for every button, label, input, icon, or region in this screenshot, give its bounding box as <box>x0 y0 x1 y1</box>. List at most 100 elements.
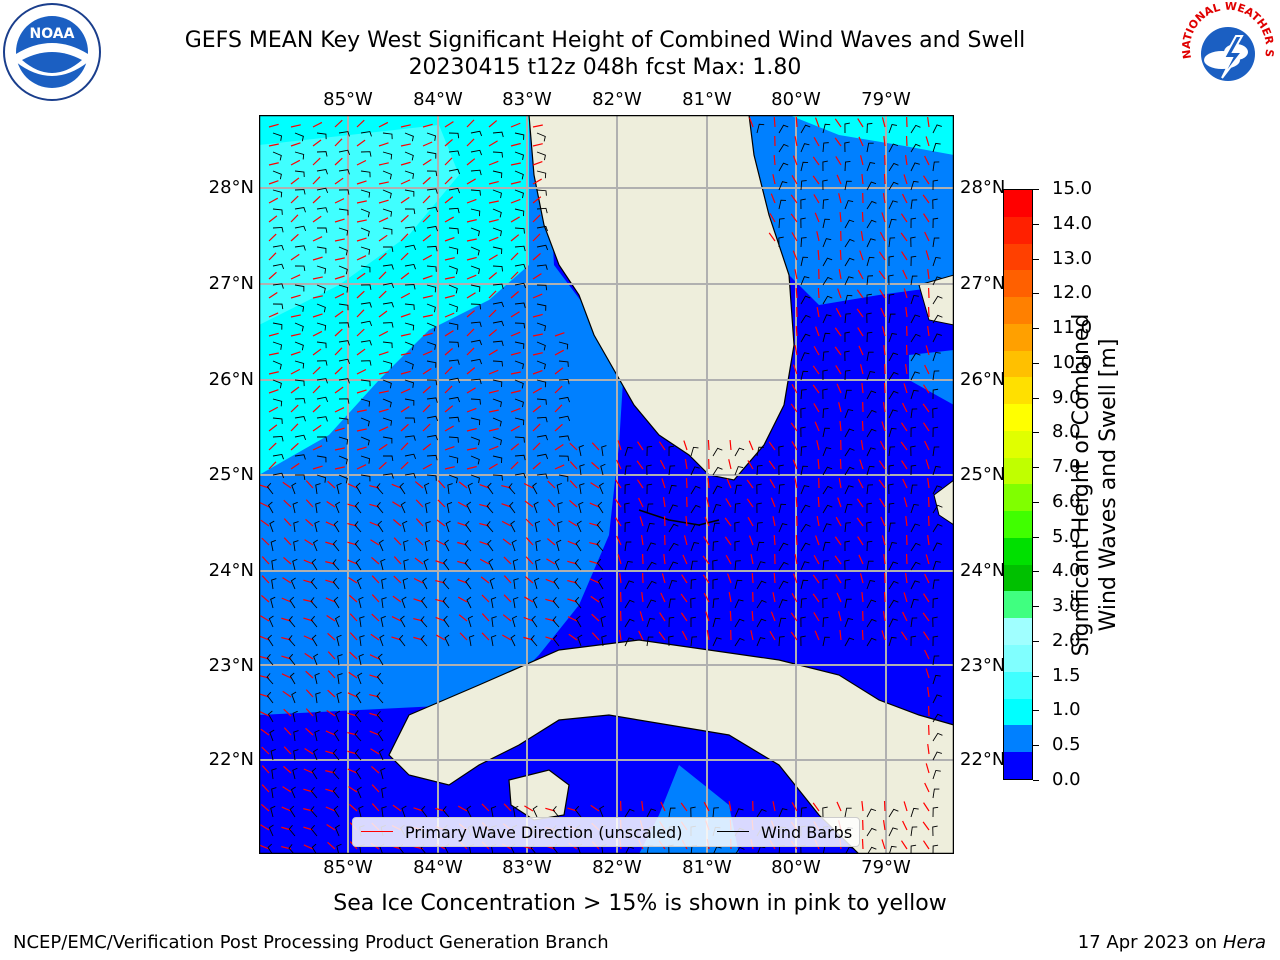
wave-direction-arrow <box>857 478 864 489</box>
wind-barb <box>272 283 284 289</box>
wind-barb <box>360 320 373 327</box>
wind-barb <box>514 151 524 161</box>
wind-barb <box>382 302 394 308</box>
map-legend: Primary Wave Direction (unscaled) Wind B… <box>352 817 860 847</box>
wave-direction-arrow <box>400 179 411 185</box>
wave-direction-arrow <box>794 345 798 356</box>
wave-direction-legend-label: Primary Wave Direction (unscaled) <box>405 823 683 842</box>
wave-direction-arrow <box>466 465 477 470</box>
wave-direction-arrow <box>792 459 798 470</box>
colorbar-tick-label: 2.0 <box>1052 629 1081 651</box>
wind-barb <box>558 360 569 367</box>
wave-direction-arrow <box>705 611 710 622</box>
colorbar-tick-mark <box>1033 397 1039 399</box>
wind-barb <box>668 598 676 609</box>
wind-barb <box>535 540 541 552</box>
wave-direction-arrow <box>883 135 886 147</box>
wave-direction-arrow <box>839 420 842 432</box>
wind-barb <box>336 634 342 647</box>
wind-barb <box>448 284 458 294</box>
wind-barb <box>624 483 631 495</box>
wind-barb <box>888 636 897 647</box>
wave-direction-arrow <box>290 294 301 299</box>
wind-barb <box>646 808 657 818</box>
wave-direction-arrow <box>861 629 864 641</box>
wave-direction-arrow <box>510 198 521 204</box>
wind-barb <box>800 143 810 153</box>
wind-barb <box>316 436 328 442</box>
wind-barb <box>734 447 745 457</box>
wave-direction-arrow <box>839 211 842 223</box>
lon-label-bottom: 84°W <box>413 857 463 878</box>
wave-direction-arrow <box>334 447 345 451</box>
wind-barb <box>734 599 744 609</box>
wind-barb <box>492 417 502 427</box>
wind-barb <box>448 303 458 312</box>
wind-barb <box>311 843 318 856</box>
wind-barb <box>448 341 460 348</box>
wind-barb <box>269 520 275 533</box>
wind-barb <box>866 275 874 286</box>
wind-barb <box>404 417 416 424</box>
wind-barb <box>293 730 299 742</box>
wave-direction-arrow <box>312 348 322 356</box>
wind-barb <box>552 806 560 818</box>
wave-direction-arrow <box>880 307 886 318</box>
wind-barb <box>624 599 635 609</box>
wave-direction-arrow <box>312 195 321 204</box>
wave-direction-arrow <box>660 801 666 812</box>
colorbar-tick-label: 8.0 <box>1052 421 1081 443</box>
map-panel[interactable] <box>258 114 955 856</box>
map-frame <box>258 114 955 855</box>
wind-barb <box>531 615 538 628</box>
wave-direction-arrow <box>400 124 411 128</box>
wave-direction-arrow <box>290 442 299 451</box>
wave-direction-arrow <box>858 554 864 565</box>
wave-direction-arrow <box>903 497 908 508</box>
wind-barb <box>404 189 415 197</box>
wind-barb <box>316 227 328 233</box>
wind-barb <box>267 634 274 647</box>
wave-direction-arrow <box>422 404 431 413</box>
wave-direction-arrow <box>422 214 431 223</box>
wave-direction-arrow <box>466 310 476 318</box>
wave-direction-arrow <box>312 295 323 299</box>
wind-barb <box>382 436 393 444</box>
wind-barb <box>310 786 318 799</box>
wind-barb <box>536 132 546 142</box>
wave-direction-arrow <box>326 615 336 622</box>
wave-direction-arrow <box>466 119 475 128</box>
wind-barb <box>844 807 852 818</box>
wind-barb <box>492 301 505 308</box>
wind-barb <box>932 465 941 476</box>
wave-direction-arrow <box>268 312 279 318</box>
wind-barb <box>420 596 428 609</box>
wind-barb <box>514 282 527 289</box>
wind-barb <box>532 596 538 609</box>
wind-barb <box>399 615 406 628</box>
wave-direction-arrow <box>790 213 798 223</box>
wind-barb <box>624 808 635 818</box>
wind-barb <box>316 474 327 483</box>
wind-barb <box>470 378 482 385</box>
wave-direction-arrow <box>924 782 930 793</box>
wave-direction-arrow <box>334 119 343 128</box>
wind-barb <box>910 464 917 476</box>
wind-barb <box>492 436 502 446</box>
wind-barb <box>360 360 372 366</box>
wind-barb <box>800 352 810 362</box>
wave-direction-arrow <box>554 404 563 413</box>
wave-direction-arrow <box>371 803 380 812</box>
wave-direction-arrow <box>813 194 820 204</box>
wind-barb <box>866 331 873 343</box>
wave-direction-arrow <box>466 347 475 356</box>
wave-direction-arrow <box>444 348 453 356</box>
wave-direction-arrow <box>268 233 277 242</box>
wind-barb <box>866 142 874 153</box>
wind-barb <box>404 379 415 388</box>
wave-direction-arrow <box>281 673 292 679</box>
wave-direction-arrow <box>260 519 270 527</box>
colorbar-tick-mark <box>1033 745 1039 747</box>
wind-barb <box>316 207 328 213</box>
wind-barb <box>624 560 633 571</box>
